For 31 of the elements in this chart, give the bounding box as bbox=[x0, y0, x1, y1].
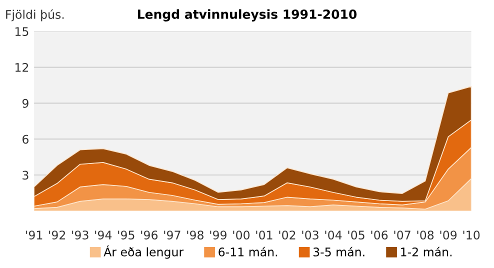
x-tick-label: '07 bbox=[394, 230, 410, 240]
y-tick-label: 15 bbox=[16, 27, 28, 36]
chart-title: Lengd atvinnuleysis 1991-2010 bbox=[138, 9, 357, 22]
x-tick-label: '10 bbox=[463, 230, 480, 240]
legend-label: Ár eða lengur bbox=[104, 245, 184, 259]
x-tick-label: '94 bbox=[95, 230, 112, 240]
x-tick-label: '08 bbox=[417, 230, 434, 240]
x-tick-label: '01 bbox=[256, 230, 272, 240]
y-tick-label: 9 bbox=[22, 98, 28, 108]
legend-label: 6-11 mán. bbox=[218, 246, 278, 256]
y-axis-title: Fjöldi þús. bbox=[6, 9, 64, 22]
x-tick-label: '09 bbox=[440, 230, 457, 240]
x-tick-label: '96 bbox=[141, 230, 158, 240]
y-tick-label: 3 bbox=[22, 170, 28, 180]
x-tick-label: '97 bbox=[164, 230, 180, 240]
y-tick-label: 12 bbox=[16, 62, 28, 72]
x-tick-label: '98 bbox=[187, 230, 204, 240]
x-tick-label: '99 bbox=[210, 230, 226, 240]
x-tick-label: '92 bbox=[49, 230, 66, 240]
legend-label: 1-2 mán. bbox=[401, 246, 452, 256]
x-tick-label: '93 bbox=[72, 230, 88, 240]
x-tick-label: '03 bbox=[302, 230, 318, 240]
x-tick-label: '06 bbox=[371, 230, 388, 240]
x-tick-label: '02 bbox=[279, 230, 296, 240]
x-tick-label: '91 bbox=[26, 230, 42, 240]
y-tick-label: 6 bbox=[22, 134, 28, 144]
x-tick-label: '05 bbox=[348, 230, 364, 240]
legend-label: 3-5 mán. bbox=[313, 246, 364, 256]
x-tick-label: '95 bbox=[118, 230, 134, 240]
x-tick-label: '04 bbox=[325, 230, 342, 240]
x-tick-label: '00 bbox=[233, 230, 250, 240]
